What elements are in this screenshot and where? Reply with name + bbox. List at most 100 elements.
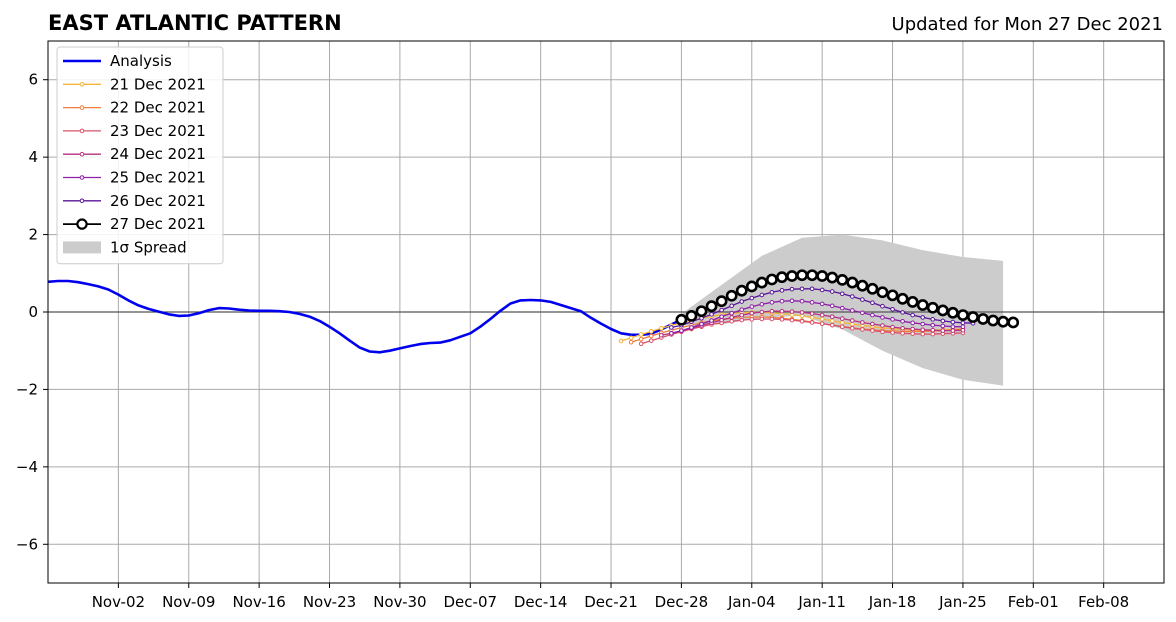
x-tick-label: Dec-28 xyxy=(655,593,709,611)
forecast-point xyxy=(890,317,895,322)
forecast-point xyxy=(890,330,895,335)
forecast-point xyxy=(910,326,915,332)
forecast-point xyxy=(729,310,734,316)
forecast-line xyxy=(630,316,963,343)
forecast-point xyxy=(638,341,644,347)
forecast-point xyxy=(870,328,875,333)
forecast-point xyxy=(675,313,688,326)
forecast-point xyxy=(765,273,778,286)
forecast-point xyxy=(819,301,825,307)
legend-swatch-marker xyxy=(79,105,85,110)
forecast-point xyxy=(866,282,879,295)
forecast-point xyxy=(957,309,969,321)
x-tick-label: Nov-09 xyxy=(162,593,215,611)
forecast-point xyxy=(829,289,835,294)
forecast-point xyxy=(870,300,875,306)
analysis-layer xyxy=(47,279,692,354)
x-tick-label: Jan-04 xyxy=(727,593,776,611)
legend-label: 25 Dec 2021 xyxy=(110,169,206,187)
forecast-point xyxy=(890,306,895,312)
forecast-point xyxy=(755,276,768,289)
forecast-point xyxy=(679,328,684,333)
forecast-point xyxy=(799,318,805,324)
forecast-point xyxy=(870,312,875,318)
forecast-point xyxy=(749,304,755,309)
forecast-point xyxy=(950,319,956,325)
forecast-point xyxy=(886,289,899,302)
forecast-point xyxy=(669,325,674,330)
forecast-point xyxy=(628,339,634,345)
forecast-point xyxy=(759,309,765,315)
forecast-point xyxy=(809,300,815,305)
legend-label: 21 Dec 2021 xyxy=(110,75,206,93)
forecast-point xyxy=(896,292,909,305)
x-tick-label: Dec-07 xyxy=(444,593,498,611)
forecast-point xyxy=(880,329,885,335)
x-tick-label: Nov-02 xyxy=(92,593,145,611)
forecast-point xyxy=(658,325,664,331)
forecast-point xyxy=(930,331,936,337)
forecast-point xyxy=(729,303,734,309)
forecast-point xyxy=(940,318,946,324)
forecast-point xyxy=(618,338,624,344)
forecast-point xyxy=(900,318,905,324)
forecast-point xyxy=(856,279,869,292)
forecast-point xyxy=(779,288,785,293)
forecast-point xyxy=(799,286,805,292)
forecast-point xyxy=(739,307,745,312)
forecast-point xyxy=(799,310,805,315)
forecast-point xyxy=(648,338,654,343)
legend-swatch-marker xyxy=(79,151,85,157)
forecast-point xyxy=(839,324,845,330)
y-tick-label: 0 xyxy=(28,303,38,321)
forecast-point xyxy=(715,295,728,308)
forecast-point xyxy=(735,284,748,297)
forecast-point xyxy=(940,323,946,329)
forecast-point xyxy=(759,316,765,322)
forecast-point xyxy=(836,273,849,286)
forecast-point xyxy=(648,329,654,334)
forecast-point xyxy=(789,286,795,292)
forecast-point xyxy=(880,315,885,320)
forecast-point xyxy=(839,291,845,297)
forecast-point xyxy=(926,301,939,314)
y-tick-label: −2 xyxy=(16,380,38,398)
forecast-point xyxy=(839,316,845,321)
legend-swatch-marker xyxy=(76,218,88,230)
forecast-point xyxy=(870,321,875,327)
forecast-point xyxy=(946,306,959,319)
forecast-point xyxy=(799,298,805,304)
forecast-point xyxy=(809,286,815,292)
forecast-point xyxy=(930,327,936,333)
legend-label: Analysis xyxy=(110,52,172,70)
legend-swatch-marker xyxy=(79,128,85,134)
forecast-point xyxy=(769,308,775,314)
forecast-point xyxy=(809,315,815,320)
forecast-point xyxy=(920,315,926,320)
forecast-point xyxy=(850,294,855,299)
x-tick-label: Feb-01 xyxy=(1008,593,1059,611)
forecast-point xyxy=(950,324,956,330)
legend-label: 23 Dec 2021 xyxy=(110,122,206,140)
forecast-point xyxy=(819,312,825,318)
forecast-point xyxy=(839,305,845,311)
forecast-point xyxy=(860,297,865,302)
forecast-point xyxy=(850,325,855,331)
forecast-point xyxy=(860,320,865,325)
analysis-line xyxy=(47,279,692,354)
forecast-point xyxy=(685,309,698,322)
forecast-point xyxy=(739,317,745,323)
forecast-point xyxy=(900,330,905,336)
legend: Analysis 21 Dec 2021 22 Dec 2021 23 Dec 202… xyxy=(56,46,224,265)
forecast-point xyxy=(819,287,825,293)
forecast-point xyxy=(960,324,966,330)
forecast-point xyxy=(789,298,795,304)
legend-swatch-marker xyxy=(79,198,85,204)
chart-title: EAST ATLANTIC PATTERN xyxy=(48,11,342,35)
forecast-point xyxy=(769,289,775,295)
forecast-point xyxy=(967,311,979,323)
forecast-point xyxy=(779,308,785,314)
forecast-point xyxy=(816,270,829,282)
forecast-point xyxy=(648,333,654,339)
forecast-point xyxy=(880,303,885,309)
